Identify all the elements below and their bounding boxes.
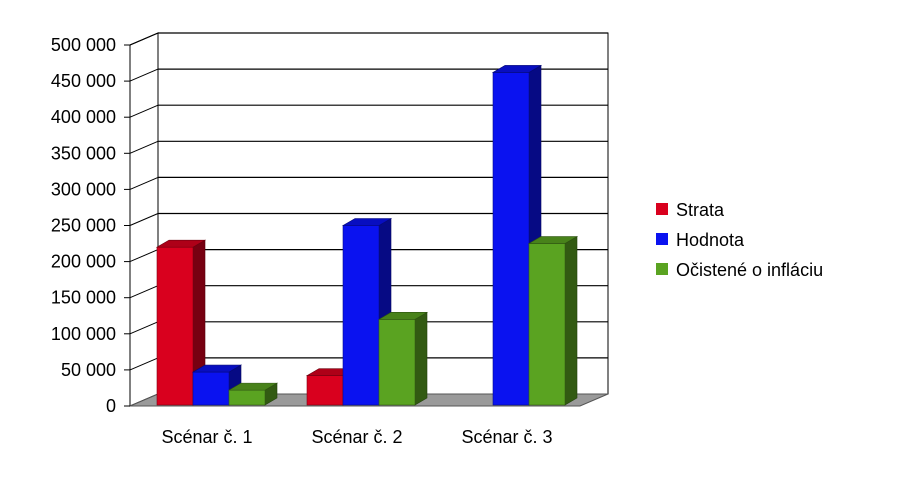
legend-entry: Hodnota	[656, 230, 745, 250]
y-tick-label: 400 000	[51, 107, 116, 127]
gridline-side	[129, 176, 159, 190]
legend-swatch	[656, 263, 668, 275]
bar-strata-1	[155, 239, 207, 406]
gridline-side	[129, 249, 159, 263]
gridline-side	[129, 321, 159, 335]
bar-očistené-o-infláciu-3	[527, 236, 579, 406]
y-tick-label: 0	[106, 396, 116, 416]
y-tick-label: 250 000	[51, 216, 116, 236]
gridline-side	[129, 357, 159, 371]
y-tick-label: 500 000	[51, 35, 116, 55]
y-tick-label: 150 000	[51, 288, 116, 308]
bar-hodnota-3	[491, 64, 543, 406]
legend-entry: Očistené o infláciu	[656, 260, 823, 280]
legend: Strata Hodnota Očistené o infláciu	[656, 200, 823, 280]
legend-label: Očistené o infláciu	[676, 260, 823, 280]
legend-swatch	[656, 233, 668, 245]
y-tick-label: 200 000	[51, 252, 116, 272]
gridline-side	[129, 68, 159, 82]
bars	[155, 64, 579, 406]
gridline-side	[129, 140, 159, 154]
bar-očistené-o-infláciu-1	[227, 382, 279, 406]
legend-entry: Strata	[656, 200, 725, 220]
y-tick-label: 300 000	[51, 179, 116, 199]
gridline-side	[129, 32, 159, 46]
y-tick-label: 350 000	[51, 143, 116, 163]
x-axis-labels: Scénar č. 1 Scénar č. 2 Scénar č. 3	[161, 427, 552, 447]
y-tick-label: 450 000	[51, 71, 116, 91]
x-tick-label: Scénar č. 2	[311, 427, 402, 447]
x-tick-label: Scénar č. 1	[161, 427, 252, 447]
y-tick-label: 50 000	[61, 360, 116, 380]
legend-swatch	[656, 203, 668, 215]
x-tick-label: Scénar č. 3	[461, 427, 552, 447]
gridline-side	[129, 285, 159, 299]
gridline-side	[129, 104, 159, 118]
y-axis-ticks: 0 50 000 100 000 150 000 200 000 250 000 300 0…	[51, 35, 130, 416]
legend-label: Hodnota	[676, 230, 745, 250]
legend-label: Strata	[676, 200, 725, 220]
gridline-side	[129, 213, 159, 226]
bar-hodnota-1	[191, 364, 243, 406]
y-tick-label: 100 000	[51, 324, 116, 344]
bar-očistené-o-infláciu-2	[377, 311, 429, 406]
